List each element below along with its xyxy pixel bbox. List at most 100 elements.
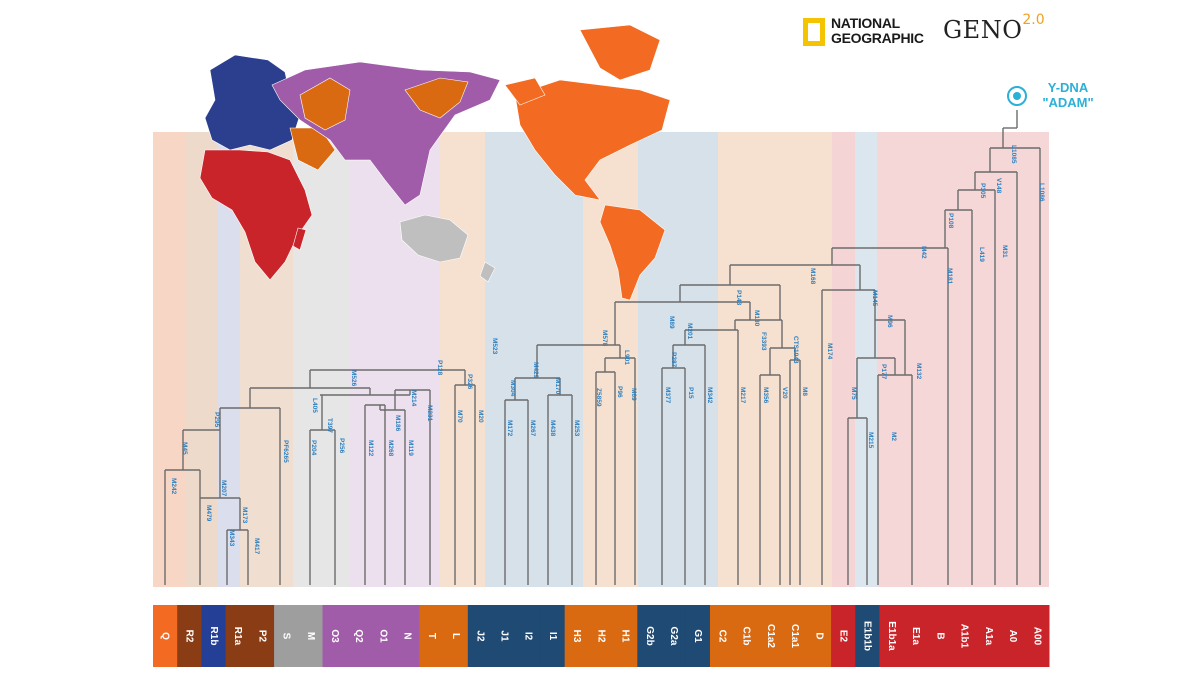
legend-swatch xyxy=(903,605,929,667)
marker-label: M45 xyxy=(181,442,188,455)
legend-swatch xyxy=(177,605,202,667)
marker-label: M242 xyxy=(170,478,177,495)
marker-label: M170 xyxy=(554,378,561,395)
marker-label: M89 xyxy=(668,316,675,329)
legend-swatch xyxy=(492,605,517,667)
region-bands xyxy=(153,132,1049,587)
root-label: Y-DNA "ADAM" xyxy=(1028,80,1108,110)
marker-label: M479 xyxy=(205,505,212,522)
legend-label: R1a xyxy=(232,627,243,646)
haplogroup-legend: Q R2 R1b R1a P2 S M O3 Q2 O1 N T L J2 J1 I2 I1 H3 H2 H1 G2b G… xyxy=(153,605,1050,667)
marker-label: CTS1043 xyxy=(792,336,799,364)
marker-label: M173 xyxy=(241,507,248,524)
marker-label: M207 xyxy=(220,480,227,497)
legend-label: H1 xyxy=(620,630,631,643)
legend-swatch xyxy=(249,605,275,667)
marker-label: P108 xyxy=(947,213,954,229)
region-band xyxy=(350,132,440,587)
marker-label: P256 xyxy=(338,438,345,454)
legend-swatch xyxy=(927,605,953,667)
legend-label: I2 xyxy=(523,632,534,641)
marker-label: P305 xyxy=(979,183,986,199)
legend-swatch xyxy=(613,605,638,667)
legend-label: E1a xyxy=(910,627,921,645)
legend-swatch xyxy=(758,605,784,667)
marker-label: L1086 xyxy=(1038,183,1045,202)
legend-label: A1b1 xyxy=(959,624,970,649)
legend-label: D xyxy=(813,632,824,639)
legend-label: J2 xyxy=(474,630,485,642)
legend-swatch xyxy=(540,605,566,667)
map-madagascar xyxy=(292,227,307,251)
marker-label: M145 xyxy=(871,290,878,307)
marker-label: M438 xyxy=(549,420,556,437)
legend-label: R1b xyxy=(208,627,219,646)
map-south-america xyxy=(599,204,666,301)
legend-swatch xyxy=(395,605,420,667)
legend-swatch xyxy=(201,605,227,667)
marker-label: M268 xyxy=(387,440,394,457)
marker-label: M186 xyxy=(394,415,401,432)
marker-label: P204 xyxy=(310,440,317,456)
marker-label: P128 xyxy=(436,360,443,376)
legend-swatch xyxy=(225,605,251,667)
legend-label: E1b1a xyxy=(886,621,897,651)
region-band xyxy=(832,132,855,587)
region-band xyxy=(185,132,217,587)
marker-label: M356 xyxy=(762,387,769,404)
region-band xyxy=(855,132,877,587)
region-band xyxy=(217,132,240,587)
legend-swatch xyxy=(1024,605,1050,667)
marker-label: V148 xyxy=(995,178,1002,194)
legend-label: O3 xyxy=(329,629,340,643)
legend-swatch xyxy=(564,605,590,667)
legend-label: C1a2 xyxy=(765,624,776,648)
marker-label: M417 xyxy=(253,538,260,555)
marker-label: M174 xyxy=(826,343,833,360)
legend-label: A0 xyxy=(1007,630,1018,643)
legend-swatch xyxy=(153,605,178,667)
marker-label: P177 xyxy=(880,364,887,380)
legend-swatch xyxy=(734,605,759,667)
legend-swatch xyxy=(346,605,372,667)
map-east-asia-orange xyxy=(404,77,469,119)
geno-main: GENO xyxy=(943,16,1023,44)
marker-label: M96 xyxy=(886,315,893,328)
marker-label: P295 xyxy=(213,412,220,428)
map-alaska xyxy=(504,77,546,106)
marker-label: M132 xyxy=(915,363,922,380)
marker-label: L419 xyxy=(978,247,985,262)
legend-swatch xyxy=(709,605,735,667)
marker-label: M217 xyxy=(739,387,746,404)
legend-swatch xyxy=(952,605,977,667)
phylogenetic-tree xyxy=(164,110,1041,585)
marker-label: M20 xyxy=(477,410,484,423)
legend-swatch xyxy=(516,605,541,667)
legend-label: P2 xyxy=(256,630,267,643)
legend-label: C1b xyxy=(741,627,752,646)
map-greenland xyxy=(579,24,661,81)
marker-label: V20 xyxy=(781,387,788,399)
legend-swatch xyxy=(370,605,396,667)
legend-label: Q2 xyxy=(353,629,364,643)
marker-label: M181 xyxy=(946,268,953,285)
legend-swatch xyxy=(879,605,905,667)
marker-label: M253 xyxy=(573,420,580,437)
legend-label: G2a xyxy=(668,627,679,646)
legend-label: O1 xyxy=(377,629,388,643)
region-band xyxy=(718,132,832,587)
marker-label: T397 xyxy=(326,418,333,433)
legend-label: T xyxy=(426,633,437,639)
region-band xyxy=(440,132,485,587)
marker-label: M31 xyxy=(1001,245,1008,258)
legend-label: S xyxy=(281,633,292,640)
marker-label: M377 xyxy=(664,387,671,404)
legend-label: A1a xyxy=(983,627,994,646)
marker-label: M122 xyxy=(367,440,374,457)
natgeo-line1: NATIONAL xyxy=(831,15,900,31)
map-nz xyxy=(479,261,496,283)
legend-label: C2 xyxy=(716,630,727,643)
legend-label: M xyxy=(305,632,316,640)
legend-swatch xyxy=(661,605,687,667)
